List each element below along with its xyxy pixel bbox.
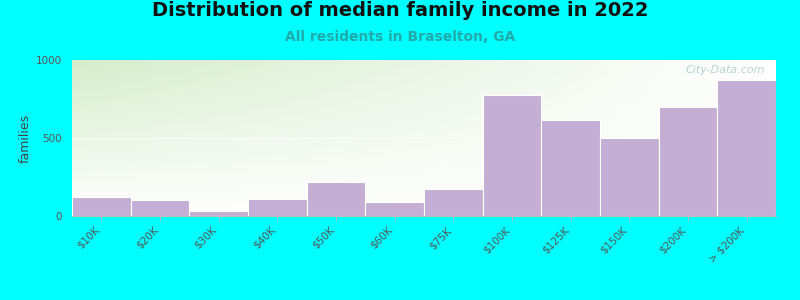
Bar	[72, 197, 130, 216]
Bar	[600, 138, 658, 216]
Bar	[248, 199, 306, 216]
Bar	[482, 95, 542, 216]
Bar	[718, 80, 776, 216]
Bar	[306, 182, 366, 216]
Text: All residents in Braselton, GA: All residents in Braselton, GA	[285, 30, 515, 44]
Bar	[658, 107, 718, 216]
Bar	[366, 202, 424, 216]
Text: City-Data.com: City-Data.com	[686, 65, 766, 75]
Bar	[190, 211, 248, 216]
Text: Distribution of median family income in 2022: Distribution of median family income in …	[152, 2, 648, 20]
Y-axis label: families: families	[19, 113, 32, 163]
Bar	[130, 200, 190, 216]
Bar	[542, 120, 600, 216]
Bar	[424, 190, 482, 216]
